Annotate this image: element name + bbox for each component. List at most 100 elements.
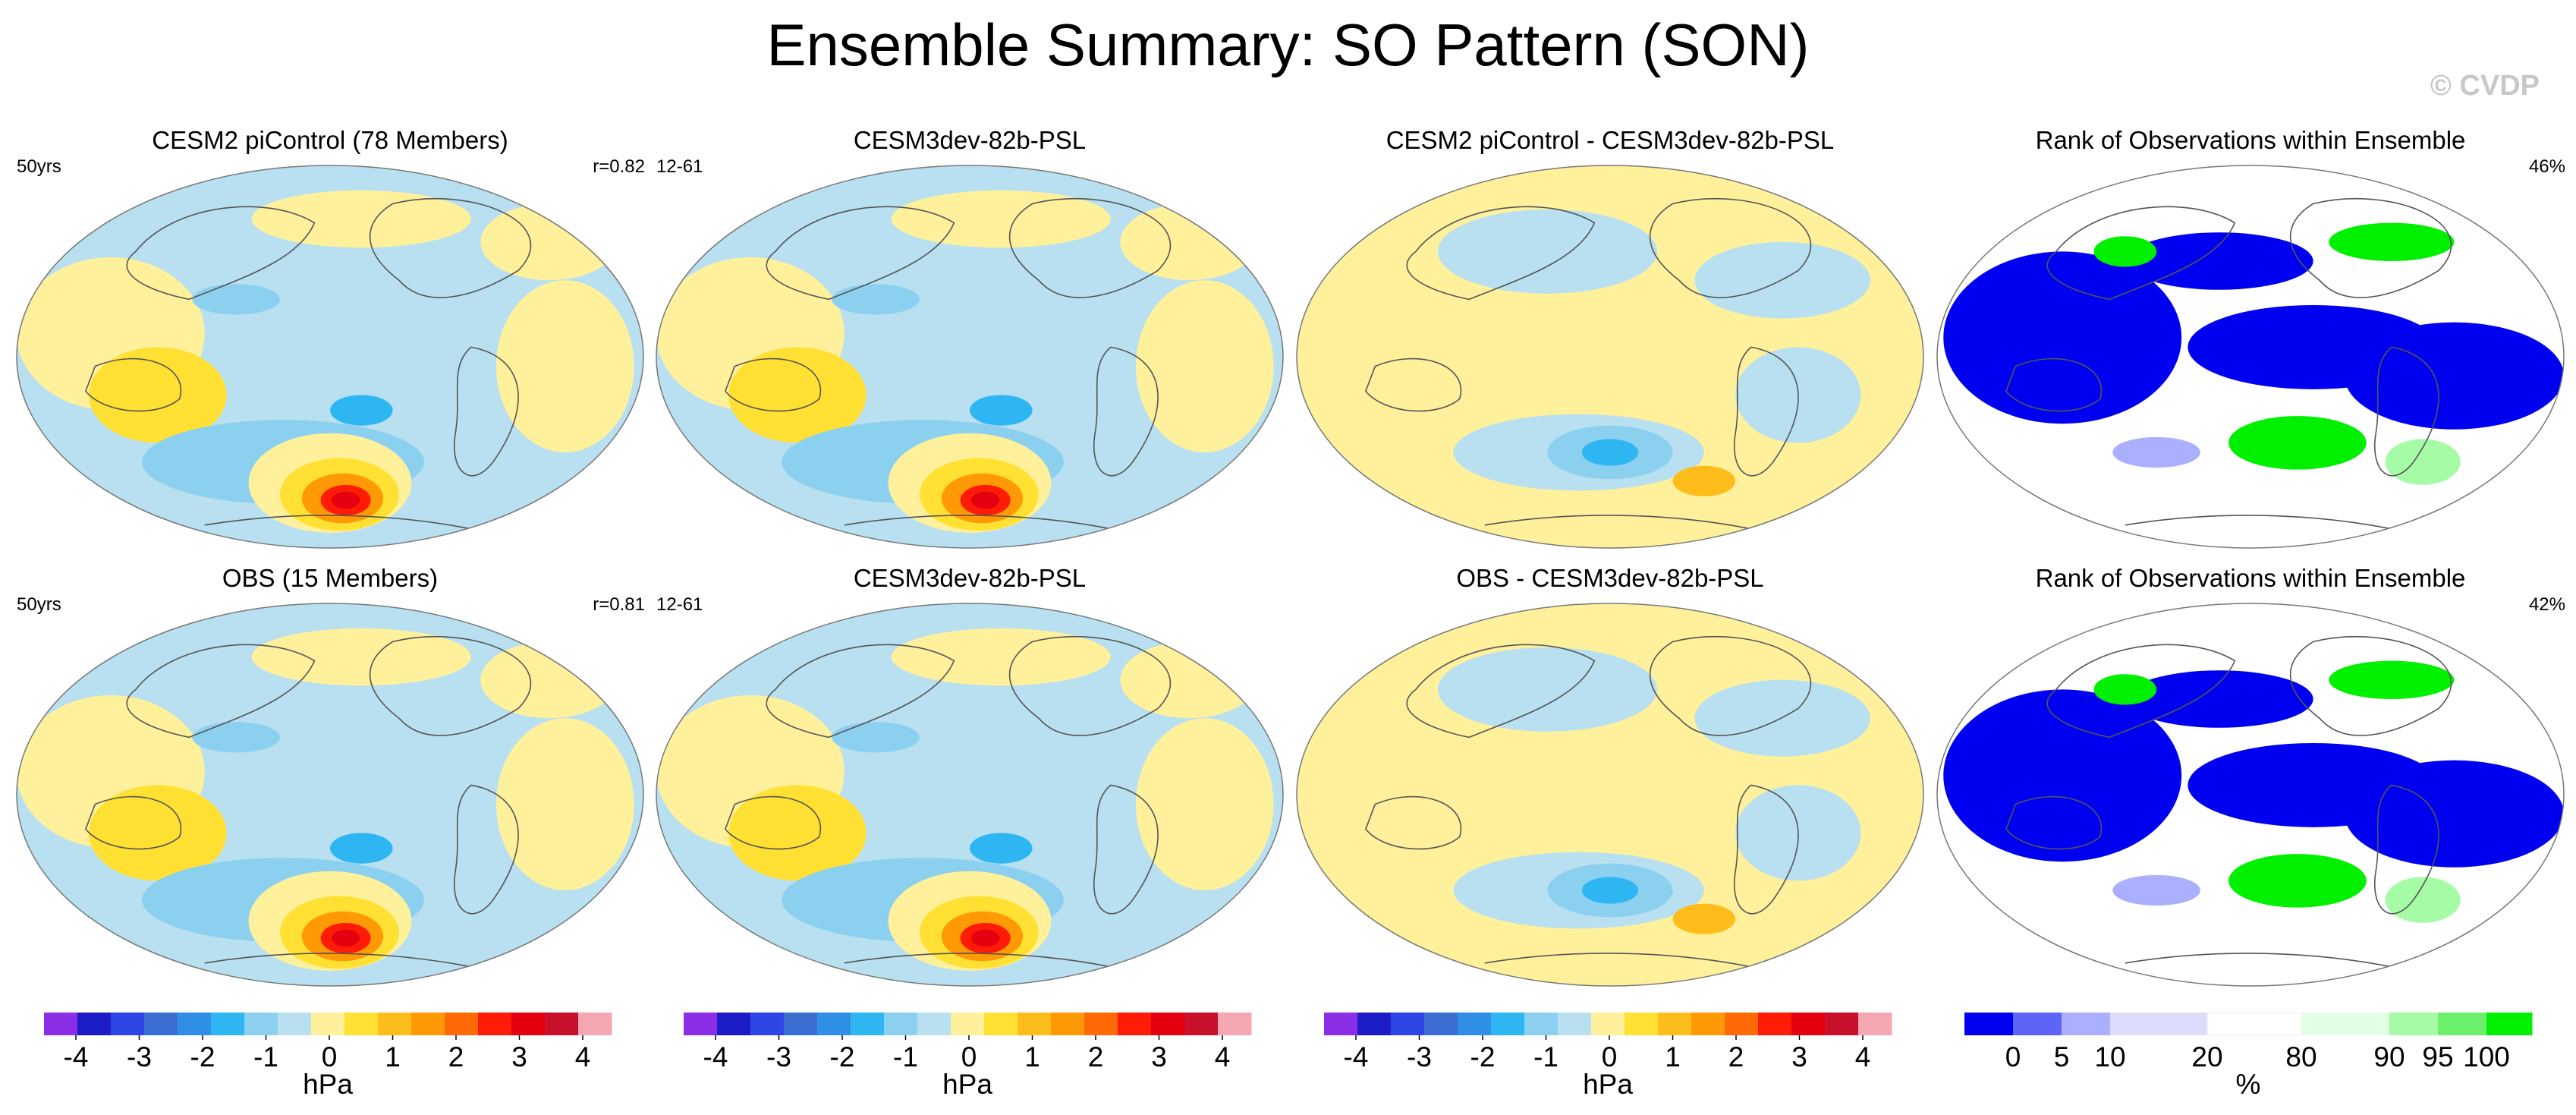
field-region bbox=[1437, 209, 1657, 294]
map-outline bbox=[16, 603, 644, 987]
panel-title: CESM2 piControl (78 Members) bbox=[152, 126, 508, 154]
colorbar-unit: hPa bbox=[303, 1069, 353, 1100]
map-panel-4 bbox=[1936, 165, 2565, 549]
map-panel-2 bbox=[656, 165, 1284, 549]
colorbar-tick-label: 95 bbox=[2422, 1041, 2454, 1072]
coastline bbox=[844, 953, 1111, 968]
colorbar-tick-label: -3 bbox=[127, 1041, 152, 1072]
field-region bbox=[1135, 280, 1274, 452]
colorbar-tick-label: 1 bbox=[385, 1041, 401, 1072]
coastline bbox=[766, 644, 955, 739]
field-region bbox=[971, 929, 1000, 947]
field-region bbox=[2228, 416, 2367, 470]
colorbar-swatch bbox=[1964, 1013, 2014, 1035]
field-region bbox=[2093, 236, 2157, 267]
colorbar-tick-label: 0 bbox=[1601, 1041, 1618, 1072]
panel-period-label: 12-61 bbox=[656, 594, 703, 615]
field-region bbox=[2329, 660, 2455, 699]
colorbar-swatch bbox=[1558, 1013, 1592, 1035]
field-region bbox=[88, 347, 227, 443]
colorbar-unit: hPa bbox=[942, 1069, 992, 1100]
colorbar-swatch bbox=[2062, 1013, 2111, 1035]
field-region bbox=[1120, 203, 1258, 281]
colorbar-swatch bbox=[884, 1013, 918, 1035]
colorbar-tick-label: 2 bbox=[1087, 1041, 1104, 1072]
coastline bbox=[2125, 515, 2392, 530]
coastline bbox=[724, 357, 822, 412]
field-region bbox=[480, 641, 618, 719]
coastline bbox=[2046, 206, 2236, 301]
field-region bbox=[832, 722, 920, 753]
field-region bbox=[1581, 877, 1639, 904]
colorbar-tick-label: 2 bbox=[1728, 1041, 1744, 1072]
field-region bbox=[332, 929, 360, 947]
coastline bbox=[84, 795, 182, 850]
coastline bbox=[2046, 644, 2236, 739]
colorbar-swatch bbox=[478, 1013, 512, 1035]
colorbar-2 bbox=[684, 1013, 1252, 1040]
field-region bbox=[88, 785, 227, 881]
colorbar-swatch bbox=[1184, 1013, 1219, 1035]
field-region bbox=[2329, 222, 2455, 261]
colorbar-tick-label: -4 bbox=[1343, 1041, 1369, 1072]
colorbar-tick-label: 80 bbox=[2285, 1041, 2317, 1072]
field-region bbox=[330, 833, 393, 864]
colorbar-tick-label: -2 bbox=[1470, 1041, 1496, 1072]
colorbar-swatch bbox=[1691, 1013, 1725, 1035]
panel-title: Rank of Observations within Ensemble bbox=[2035, 126, 2466, 154]
colorbar-unit: hPa bbox=[1583, 1069, 1633, 1100]
colorbar-swatch bbox=[1118, 1013, 1152, 1035]
colorbar-swatch bbox=[1458, 1013, 1492, 1035]
coastline bbox=[126, 644, 316, 739]
colorbar-swatch bbox=[1151, 1013, 1185, 1035]
colorbar-swatch bbox=[2013, 1013, 2062, 1035]
field-region bbox=[330, 395, 393, 426]
coastline bbox=[1364, 795, 1462, 850]
colorbar-swatch bbox=[1791, 1013, 1826, 1035]
colorbar-swatch bbox=[244, 1013, 278, 1035]
colorbar-tick-label: -4 bbox=[63, 1041, 89, 1072]
colorbar-swatch bbox=[378, 1013, 412, 1035]
colorbar-swatch bbox=[817, 1013, 851, 1035]
colorbar-swatch bbox=[2486, 1013, 2533, 1035]
colorbar-swatch bbox=[1051, 1013, 1085, 1035]
colorbar-swatch bbox=[1625, 1013, 1659, 1035]
field-region bbox=[891, 628, 1111, 686]
colorbar-swatch bbox=[545, 1013, 579, 1035]
map-panel-1 bbox=[16, 165, 644, 549]
field-region bbox=[891, 190, 1111, 248]
colorbar-swatch bbox=[684, 1013, 718, 1035]
colorbar-tick-label: 0 bbox=[961, 1041, 977, 1072]
coastline bbox=[1484, 953, 1751, 968]
coastline bbox=[2125, 953, 2392, 968]
panel-title: OBS (15 Members) bbox=[222, 564, 439, 592]
colorbar-swatch bbox=[1391, 1013, 1425, 1035]
field-region bbox=[2228, 854, 2367, 908]
colorbar-swatch bbox=[984, 1013, 1018, 1035]
panel-title: Rank of Observations within Ensemble bbox=[2035, 564, 2466, 592]
colorbar-tick-label: 100 bbox=[2463, 1041, 2510, 1072]
coastline bbox=[2005, 357, 2103, 412]
colorbar-swatch bbox=[917, 1013, 951, 1035]
colorbar-swatch bbox=[411, 1013, 445, 1035]
colorbar-tick-label: 0 bbox=[2005, 1041, 2021, 1072]
colorbar-swatch bbox=[1725, 1013, 1759, 1035]
colorbar-swatch bbox=[44, 1013, 78, 1035]
panel-title: CESM3dev-82b-PSL bbox=[853, 126, 1087, 154]
colorbar-tick-label: 4 bbox=[1214, 1041, 1231, 1072]
colorbar-4 bbox=[1964, 1012, 2533, 1036]
map-outline bbox=[1936, 165, 2565, 549]
field-region bbox=[1581, 439, 1639, 466]
coastline bbox=[369, 198, 531, 298]
coastline bbox=[204, 515, 472, 530]
map-outline bbox=[1296, 165, 1924, 549]
coastline bbox=[2374, 346, 2439, 477]
colorbar-1 bbox=[44, 1013, 612, 1040]
colorbar-tick-label: 0 bbox=[321, 1041, 338, 1072]
colorbar-swatch bbox=[1324, 1013, 1358, 1035]
map-panel-7 bbox=[1296, 603, 1924, 987]
map-panel-8 bbox=[1936, 603, 2565, 987]
field-region bbox=[2385, 877, 2461, 923]
field-region bbox=[728, 347, 867, 443]
